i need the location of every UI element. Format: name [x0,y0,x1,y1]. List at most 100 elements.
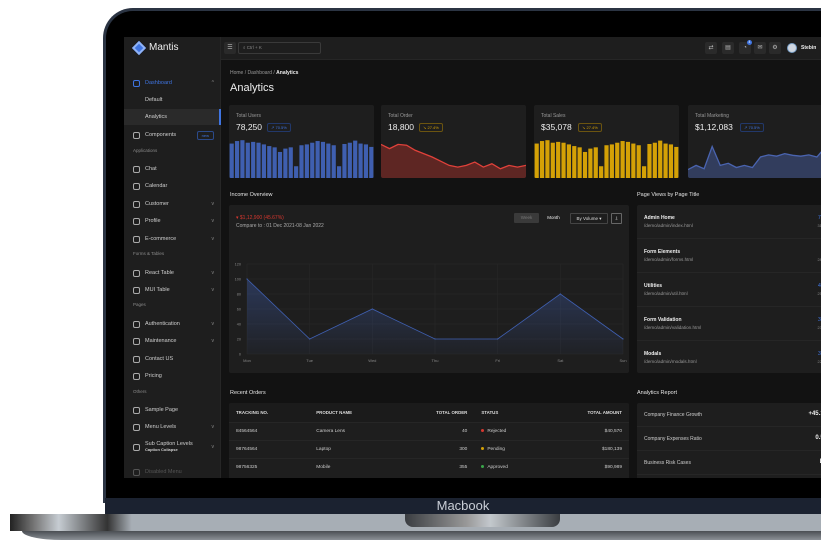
user-name[interactable]: Stebin [801,45,817,51]
sparkline-bar [369,146,374,178]
translate-icon[interactable]: ⇄ [705,42,717,54]
column-header[interactable]: TRACKING NO. [229,403,310,422]
sidebar-item-label: Pricing [145,373,162,379]
sidebar-item-analytics[interactable]: Analytics [124,109,221,125]
page-view-row[interactable]: Admin Home/demo/admin/index.html 775 31.74 [637,205,821,239]
sidebar-item-text: Components [145,132,177,138]
laptop-screen: Mantis Dashboard ^ Default Analytics Compone… [124,37,821,478]
analytics-report-row[interactable]: Business Risk Cases Lo [637,451,821,475]
status-text: Pending [487,446,505,452]
sidebar-item-pricing[interactable]: Pricing [124,368,221,384]
stat-change: 70.5% [748,125,760,130]
sidebar-item-default[interactable]: Default [124,92,221,108]
sidebar-item-contact-us[interactable]: Contact US [124,351,221,367]
laptop-label-strip: Macbook [105,498,821,514]
page-view-row[interactable]: Modals/demo/admin/modals.html 300 22.21 [637,341,821,373]
total-order: 300 [395,439,475,458]
sidebar-item-menu-levels[interactable]: Menu Levels v [124,419,221,435]
gear-icon[interactable]: ⚙ [769,42,781,54]
sparkline-bar [304,144,309,178]
trend-up-icon: ↗ [271,125,276,130]
income-point [371,308,373,310]
sidebar-item-text: React Table [145,270,174,276]
menu-toggle-icon[interactable]: ☰ [224,42,236,54]
sparkline-bar [229,143,234,178]
sparkline-bar [539,141,545,178]
status-dot-icon [481,464,485,468]
stat-change-chip: ↘ 27.4% [419,123,443,132]
bell-icon[interactable]: ◔ 4 [739,40,752,54]
sidebar-item-caption: Caption Collapse [145,447,178,452]
logo: Mantis [131,40,178,55]
page-view-url: /demo/admin/forms.html [644,257,694,262]
tracking-no[interactable]: 84564564 [229,421,310,440]
column-header[interactable]: PRODUCT NAME [309,403,396,422]
analytics-report-row[interactable]: Company Finance Growth +45.14 [637,403,821,427]
search-input[interactable]: ⌕ Ctrl + K [238,42,321,54]
sidebar-item-authentication[interactable]: Authentication v [124,316,221,332]
sidebar-item-chat[interactable]: Chat [124,161,221,177]
sidebar-item-label: Chat [145,166,157,172]
stat-change: 27.4% [586,125,598,130]
sidebar-item-sub-caption-levels[interactable]: Sub Caption Levels Caption Collapse v [124,437,221,457]
sidebar-item-text: Sample Page [145,407,179,413]
sidebar-item-profile[interactable]: Profile v [124,213,221,229]
breadcrumb-home[interactable]: Home [230,70,244,76]
page-view-row[interactable]: Form Validation/demo/admin/validation.ht… [637,307,821,341]
sparkline-bar [315,141,320,178]
page-view-row[interactable]: Form Elements/demo/admin/forms.html5228.… [637,239,821,273]
sidebar-item-text: Contact US [145,356,174,362]
volume-select[interactable]: By Volume ▾ [570,213,608,224]
sparkline-area [381,144,526,178]
page-view-url: /demo/admin/validation.html [644,325,702,330]
page-view-pct: 28.53 [817,258,821,262]
total-amount: $40,570 [544,421,629,440]
sparkline-bar [577,147,582,178]
download-icon[interactable]: ⇩ [611,213,622,224]
sidebar-item-e-commerce[interactable]: E-commerce v [124,231,221,247]
column-header[interactable]: TOTAL AMOUNT [544,403,629,422]
table-row[interactable]: 84564564 Camera Lens 40 Rejected $40,570 [229,421,629,440]
tab-week[interactable]: Week [514,213,539,223]
page-view-row[interactable]: Utilities/demo/admin/util.html 484 25.35 [637,273,821,307]
search-placeholder: Ctrl + K [246,45,262,50]
income-area [247,279,623,354]
analytics-report-row[interactable]: Company Expenses Ratio 0.58 [637,427,821,451]
sidebar-item-react-table[interactable]: React Table v [124,265,221,281]
sidebar-item-customer[interactable]: Customer v [124,196,221,212]
sidebar-item-mui-table[interactable]: MUI Table v [124,282,221,298]
sidebar-item-label: Analytics [145,114,167,120]
tab-month[interactable]: Month [547,215,560,220]
page-views-card: Admin Home/demo/admin/index.html 775 31.74… [637,205,821,373]
new-badge: new [196,130,214,140]
message-icon[interactable]: ✉ [754,42,766,54]
sidebar-item-text: Customer [145,201,169,207]
sparkline-bar [251,141,256,178]
avatar[interactable] [787,43,797,53]
sidebar-item-components[interactable]: Components new [124,127,221,143]
tracking-no[interactable]: 98764564 [229,439,310,458]
table-row[interactable]: 98756325 Mobile 355 Approved $90,989 [229,457,629,476]
breadcrumb-dashboard[interactable]: Dashboard [247,70,272,76]
column-header[interactable]: TOTAL ORDER [395,403,475,422]
chevron-icon: v [211,218,215,224]
sidebar-item-label: Components [145,132,176,138]
sidebar-item-text: Menu Levels [145,424,177,430]
mail-inbox-icon[interactable]: ▤ [722,42,734,54]
column-header[interactable]: STATUS [474,403,545,422]
sidebar-item-dashboard[interactable]: Dashboard ^ [124,75,221,91]
laptop-notch [405,514,560,527]
sparkline-bar [647,143,652,178]
table-row[interactable]: 98764564 Laptop 300 Pending $180,139 [229,439,629,458]
tracking-no[interactable]: 98756325 [229,457,310,476]
stat-card-total-order: Total Order 18,800 ↘ 27.4% [381,105,526,178]
trend-down-icon: ↘ [423,125,428,130]
sparkline-bar [625,141,631,178]
sidebar-item-label: React Table [145,270,174,276]
sidebar-item-calendar[interactable]: Calendar [124,178,221,194]
stat-label: Total Sales [541,113,566,119]
sidebar-item-maintenance[interactable]: Maintenance v [124,333,221,349]
sidebar-item-label: Menu Levels [145,424,176,430]
report-value: +45.14 [808,411,821,417]
sidebar-item-sample-page[interactable]: Sample Page [124,402,221,418]
